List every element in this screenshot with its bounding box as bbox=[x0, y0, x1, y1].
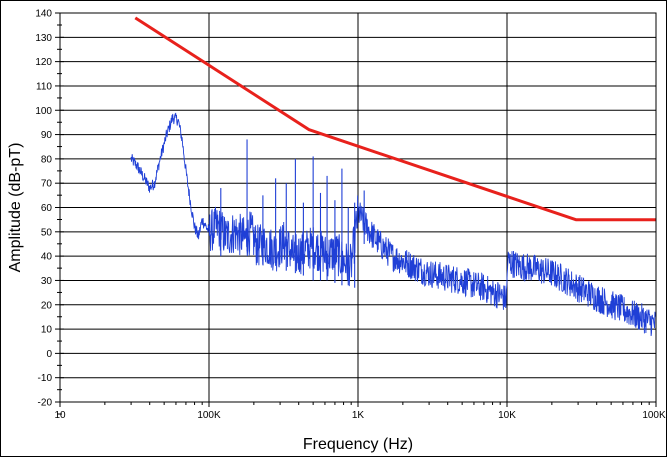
y-tick-label: -10 bbox=[38, 373, 53, 384]
y-tick-label: 90 bbox=[41, 130, 53, 141]
y-axis: -20 -10 0 10 20 30 40 50 60 70 80 90 100 110 120 130 140 bbox=[35, 9, 64, 415]
y-tick-label: 0 bbox=[46, 349, 52, 360]
y-tick-label: 20 bbox=[41, 300, 53, 311]
y-tick-label: 110 bbox=[36, 81, 52, 92]
limit-series-line bbox=[134, 16, 656, 222]
y-tick-label: 10 bbox=[41, 325, 53, 336]
spectrum-series-line bbox=[130, 112, 657, 337]
x-tick-label: 100K bbox=[197, 410, 221, 421]
x-tick-label: 100K bbox=[642, 410, 666, 421]
y-axis-title: Amplitude (dB-pT) bbox=[7, 143, 24, 273]
y-tick-label: 80 bbox=[41, 154, 53, 165]
x-tick-label: 1K bbox=[352, 410, 365, 421]
y-tick-label: -20 bbox=[38, 398, 53, 409]
x-tick-label: 10 bbox=[54, 410, 66, 421]
y-tick-label: 100 bbox=[35, 106, 52, 117]
x-tick-label: 10K bbox=[498, 410, 516, 421]
y-tick-label: 130 bbox=[35, 33, 52, 44]
x-axis-title: Frequency (Hz) bbox=[303, 436, 413, 453]
y-tick-label: 40 bbox=[41, 252, 53, 263]
y-tick-label: 60 bbox=[41, 203, 53, 214]
x-axis: 10 100K 1K 10K 100K bbox=[54, 402, 666, 421]
y-tick-label: 30 bbox=[41, 276, 53, 287]
y-tick-label: 120 bbox=[35, 57, 52, 68]
y-tick-label: 140 bbox=[35, 9, 52, 20]
y-tick-label: 70 bbox=[41, 179, 53, 190]
y-tick-label: 50 bbox=[41, 227, 53, 238]
series-layer bbox=[130, 16, 657, 337]
